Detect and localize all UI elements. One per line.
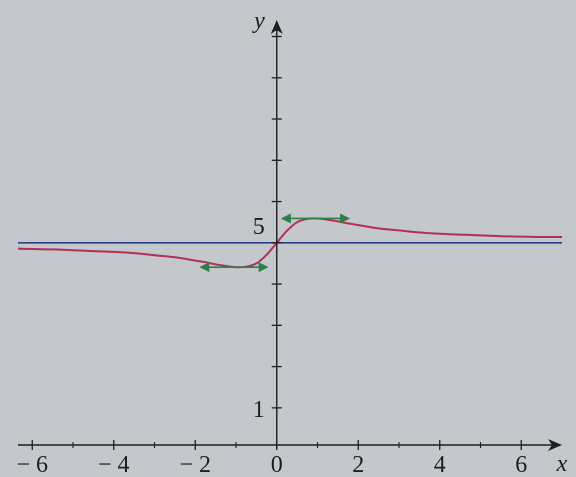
- tangent-arrowhead-left-1: [199, 262, 210, 273]
- tangent-arrowhead-right-2: [340, 213, 351, 224]
- tangent-arrowhead-left-2: [280, 213, 291, 224]
- labels-layer: − 6 − 4 − 2 0 2 4 6 1 5: [16, 214, 527, 477]
- x-tick-label: − 2: [179, 452, 211, 477]
- tangent-arrowhead-right-1: [258, 262, 269, 273]
- curve-series-line: [17, 217, 563, 269]
- x-tick-label: 0: [271, 452, 283, 477]
- x-axis-arrowhead: [548, 439, 562, 451]
- y-tick-label: 5: [253, 214, 265, 240]
- y-axis-title: y: [252, 8, 265, 34]
- series-layer: [17, 213, 563, 273]
- x-tick-label: 2: [352, 452, 364, 477]
- axes-layer: [18, 20, 562, 451]
- x-tick-label: − 4: [98, 452, 130, 477]
- y-tick-label: 1: [253, 397, 265, 423]
- y-axis-arrowhead: [270, 20, 283, 34]
- x-tick-label: − 6: [16, 452, 48, 477]
- x-tick-label: 6: [515, 452, 527, 477]
- x-tick-label: 4: [434, 452, 446, 477]
- x-axis-title: x: [556, 451, 568, 477]
